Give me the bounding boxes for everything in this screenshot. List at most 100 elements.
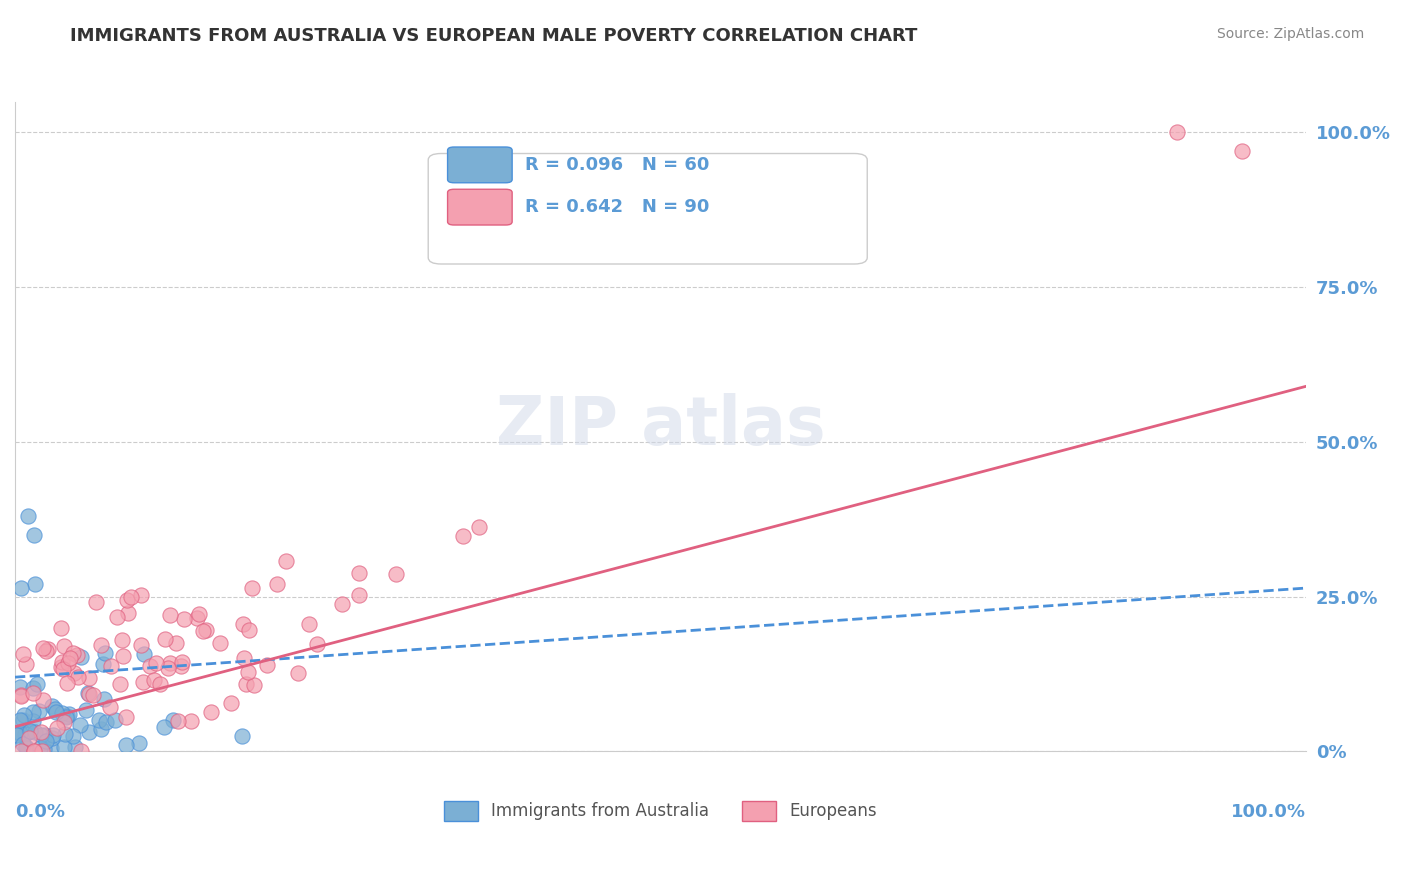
Point: [21, 686, 44, 700]
Point: [219, 696, 242, 710]
Point: [287, 666, 309, 681]
Text: R = 0.096   N = 60: R = 0.096 N = 60: [524, 156, 710, 174]
Point: [31, 744, 53, 758]
Point: [243, 678, 266, 692]
Point: [117, 607, 139, 621]
Point: [94, 646, 117, 660]
Point: [209, 635, 232, 649]
Point: [8, 680, 31, 694]
Point: [22, 706, 45, 720]
Point: [63, 739, 86, 754]
Point: [149, 677, 172, 691]
Point: [170, 658, 193, 673]
Point: [63, 665, 86, 680]
Point: [69, 744, 91, 758]
Point: [66, 648, 89, 662]
Point: [58, 706, 80, 721]
Point: [1166, 126, 1188, 140]
Point: [10, 744, 32, 758]
Point: [27, 677, 49, 691]
Point: [17, 724, 39, 739]
Point: [194, 624, 217, 638]
Point: [62, 646, 84, 660]
Point: [76, 686, 98, 700]
Point: [77, 688, 100, 702]
Point: [28, 741, 51, 756]
Point: [53, 726, 76, 740]
Point: [10, 688, 32, 702]
Point: [10, 689, 32, 703]
FancyBboxPatch shape: [447, 147, 512, 183]
Point: [55, 676, 77, 690]
Text: ZIP atlas: ZIP atlas: [496, 393, 825, 459]
Point: [52, 640, 75, 654]
Point: [13, 726, 35, 740]
Point: [37, 642, 59, 657]
Point: [167, 714, 190, 728]
Point: [32, 640, 55, 655]
Point: [156, 661, 179, 675]
Point: [77, 725, 100, 739]
Point: [69, 718, 91, 732]
Point: [28, 704, 51, 718]
Point: [45, 705, 67, 719]
Text: Source: ZipAtlas.com: Source: ZipAtlas.com: [1216, 27, 1364, 41]
Point: [89, 713, 111, 727]
Point: [56, 709, 79, 723]
Point: [111, 649, 134, 664]
Point: [22, 744, 45, 758]
Point: [159, 608, 181, 623]
Point: [6, 728, 28, 742]
Point: [41, 731, 63, 745]
Point: [347, 566, 370, 581]
Point: [32, 693, 55, 707]
Point: [53, 714, 76, 729]
Point: [235, 677, 257, 691]
Point: [129, 588, 152, 602]
Point: [115, 738, 138, 752]
Point: [232, 616, 254, 631]
Text: 0.0%: 0.0%: [15, 804, 65, 822]
Point: [34, 742, 56, 756]
Point: [13, 708, 35, 723]
Point: [21, 681, 44, 696]
Point: [111, 632, 134, 647]
Point: [200, 705, 222, 719]
Point: [238, 623, 260, 637]
Point: [11, 713, 34, 727]
Point: [108, 677, 131, 691]
Point: [193, 624, 215, 639]
Point: [34, 727, 56, 741]
Point: [298, 616, 321, 631]
Point: [98, 699, 121, 714]
Point: [52, 662, 75, 676]
Point: [22, 528, 45, 542]
Point: [94, 714, 117, 729]
Point: [51, 655, 73, 669]
FancyBboxPatch shape: [447, 189, 512, 225]
Point: [330, 597, 353, 611]
Point: [100, 659, 122, 673]
Point: [231, 729, 253, 743]
Point: [49, 660, 72, 674]
Point: [4, 728, 27, 742]
Point: [240, 582, 263, 596]
Point: [170, 655, 193, 669]
Point: [44, 702, 66, 716]
Point: [131, 638, 153, 652]
Point: [42, 728, 65, 742]
Point: [22, 744, 45, 758]
Point: [93, 657, 115, 671]
Point: [86, 595, 108, 609]
Point: [467, 520, 489, 534]
Point: [305, 637, 328, 651]
Point: [55, 710, 77, 724]
Point: [82, 689, 104, 703]
Point: [30, 728, 52, 742]
Point: [153, 720, 176, 734]
Point: [93, 691, 115, 706]
Point: [128, 736, 150, 750]
Point: [24, 724, 46, 739]
Point: [90, 638, 112, 652]
Point: [385, 567, 408, 582]
